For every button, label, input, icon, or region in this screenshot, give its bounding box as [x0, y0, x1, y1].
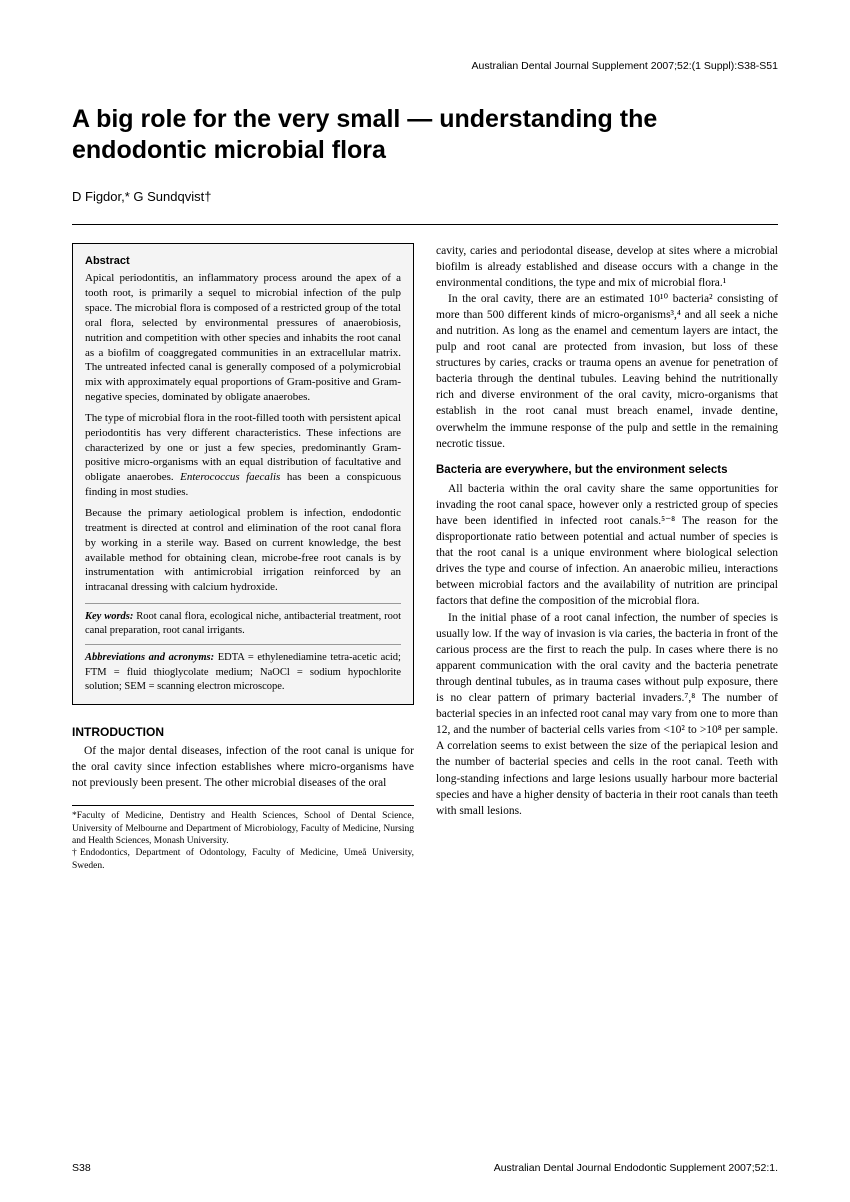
intro-p1: Of the major dental diseases, infection … [72, 743, 414, 791]
divider [72, 224, 778, 225]
right-column: cavity, caries and periodontal disease, … [436, 243, 778, 872]
article-title: A big role for the very small — understa… [72, 104, 778, 167]
intro-body: Of the major dental diseases, infection … [72, 743, 414, 791]
abstract-p2: The type of microbial flora in the root-… [85, 411, 401, 500]
abstract-box: Abstract Apical periodontitis, an inflam… [72, 243, 414, 705]
abbreviations: Abbreviations and acronyms: EDTA = ethyl… [85, 644, 401, 694]
col2-p3: All bacteria within the oral cavity shar… [436, 481, 778, 610]
page-footer: S38 Australian Dental Journal Endodontic… [72, 1162, 778, 1174]
left-column: Abstract Apical periodontitis, an inflam… [72, 243, 414, 872]
two-column-layout: Abstract Apical periodontitis, an inflam… [72, 243, 778, 872]
col2-p4: In the initial phase of a root canal inf… [436, 610, 778, 819]
affiliations: *Faculty of Medicine, Dentistry and Heal… [72, 805, 414, 872]
abstract-p3: Because the primary aetiological problem… [85, 506, 401, 595]
affiliation-1: *Faculty of Medicine, Dentistry and Heal… [72, 810, 414, 847]
species-name: Enterococcus faecalis [180, 471, 280, 483]
affiliation-2: †Endodontics, Department of Odontology, … [72, 847, 414, 872]
abstract-label: Abstract [85, 254, 401, 269]
introduction-heading: INTRODUCTION [72, 725, 414, 739]
col2-p1: cavity, caries and periodontal disease, … [436, 243, 778, 291]
footer-citation: Australian Dental Journal Endodontic Sup… [494, 1162, 778, 1174]
abstract-p1: Apical periodontitis, an inflammatory pr… [85, 271, 401, 405]
authors: D Figdor,* G Sundqvist† [72, 189, 778, 204]
page-number: S38 [72, 1162, 91, 1174]
keywords: Key words: Root canal flora, ecological … [85, 603, 401, 638]
subheading-bacteria: Bacteria are everywhere, but the environ… [436, 462, 778, 478]
col2-p2: In the oral cavity, there are an estimat… [436, 291, 778, 452]
header-citation: Australian Dental Journal Supplement 200… [72, 60, 778, 72]
